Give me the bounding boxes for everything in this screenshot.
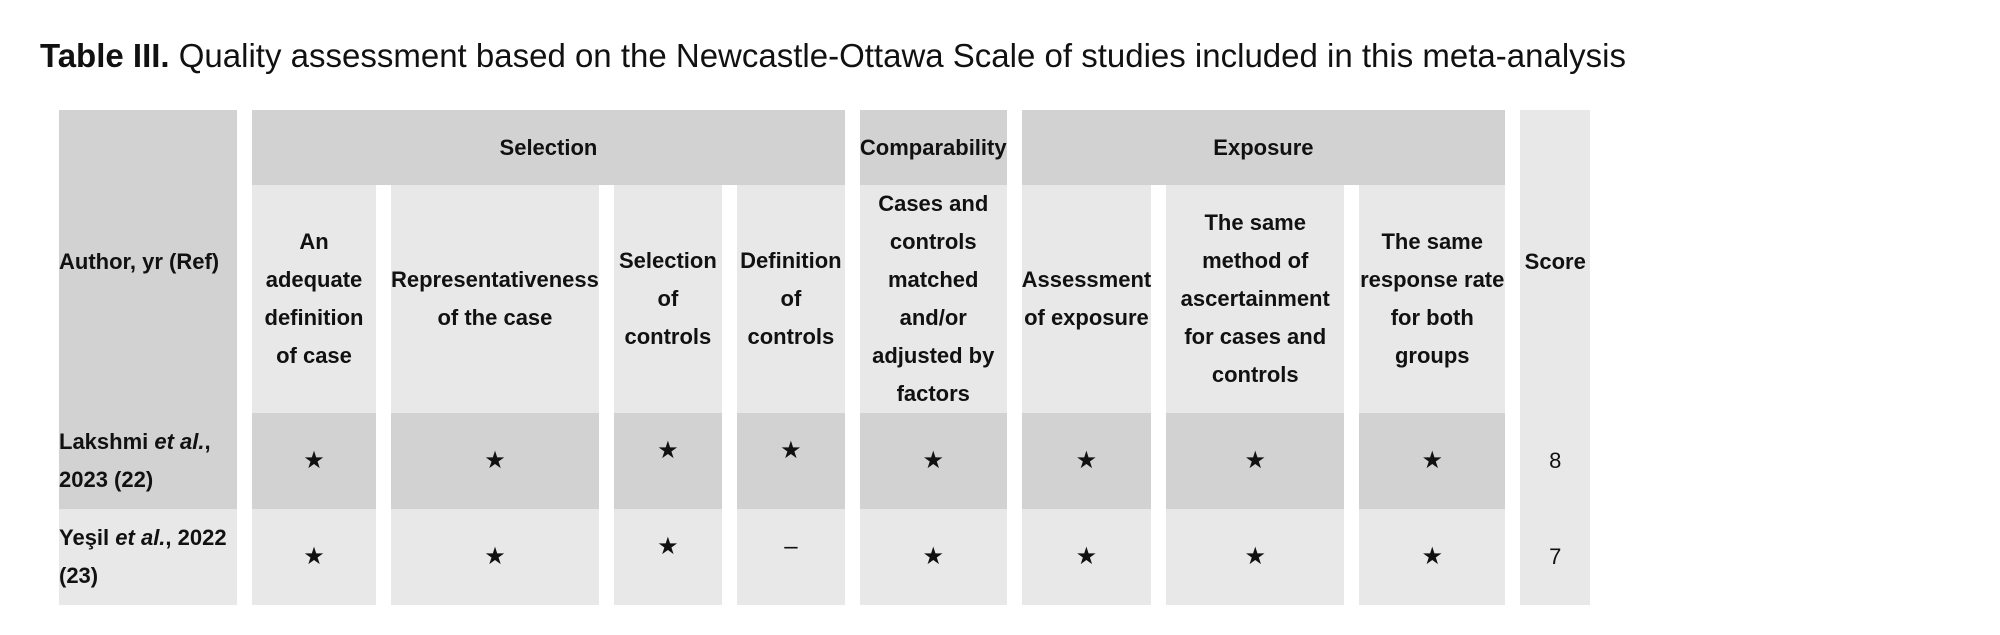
- dash-mark: –: [784, 533, 798, 560]
- selection-group-header: Selection: [252, 110, 845, 185]
- exposure-group-header: Exposure: [1021, 110, 1506, 185]
- star-icon: ★: [303, 543, 325, 570]
- selection-of-controls-header: Selection of controls: [613, 185, 722, 413]
- star-icon: ★: [1421, 447, 1443, 474]
- author-cell: Yeşil et al., 2022 (23): [59, 509, 237, 605]
- adequate-definition-header: An adequate definition of case: [252, 185, 376, 413]
- definition-of-controls-header: Definition of controls: [736, 185, 845, 413]
- star-icon: ★: [484, 447, 506, 474]
- star-icon: ★: [1244, 543, 1266, 570]
- star-icon: ★: [922, 447, 944, 474]
- score-cell: 8: [1520, 413, 1591, 509]
- matched-factors-header: Cases and controls matched and/or adjust…: [859, 185, 1007, 413]
- table-row: Yeşil et al., 2022 (23) ★ ★ ★ – ★ ★ ★ ★ …: [59, 509, 1591, 605]
- representativeness-header: Representativeness of the case: [391, 185, 599, 413]
- same-method-header: The same method of ascertainment for cas…: [1166, 185, 1345, 413]
- star-icon: ★: [1244, 447, 1266, 474]
- star-icon: ★: [780, 437, 802, 464]
- column-header-row: An adequate definition of case Represent…: [59, 185, 1590, 413]
- table-row: Lakshmi et al., 2023 (22) ★ ★ ★ ★ ★ ★ ★ …: [59, 413, 1591, 509]
- star-icon: ★: [303, 447, 325, 474]
- assessment-of-exposure-header: Assessment of exposure: [1021, 185, 1152, 413]
- score-header: Score: [1520, 110, 1591, 413]
- group-header-row: Author, yr (Ref) Selection Comparability…: [59, 110, 1591, 413]
- author-header: Author, yr (Ref): [59, 110, 237, 413]
- star-icon: ★: [1075, 543, 1098, 570]
- comparability-group-header: Comparability: [859, 110, 1007, 185]
- star-icon: ★: [657, 533, 679, 560]
- table-title: Quality assessment based on the Newcastl…: [178, 37, 1626, 74]
- star-icon: ★: [1075, 447, 1098, 474]
- star-icon: ★: [1421, 543, 1443, 570]
- author-cell: Lakshmi et al., 2023 (22): [59, 413, 237, 509]
- star-icon: ★: [484, 543, 506, 570]
- star-icon: ★: [657, 437, 679, 464]
- quality-assessment-table: Author, yr (Ref) Selection Comparability…: [44, 110, 1605, 605]
- same-response-rate-header: The same response rate for both groups: [1359, 185, 1506, 413]
- table-label: Table III.: [40, 37, 170, 74]
- table-caption: Table III. Quality assessment based on t…: [40, 30, 1626, 82]
- star-icon: ★: [922, 543, 944, 570]
- score-cell: 7: [1520, 509, 1591, 605]
